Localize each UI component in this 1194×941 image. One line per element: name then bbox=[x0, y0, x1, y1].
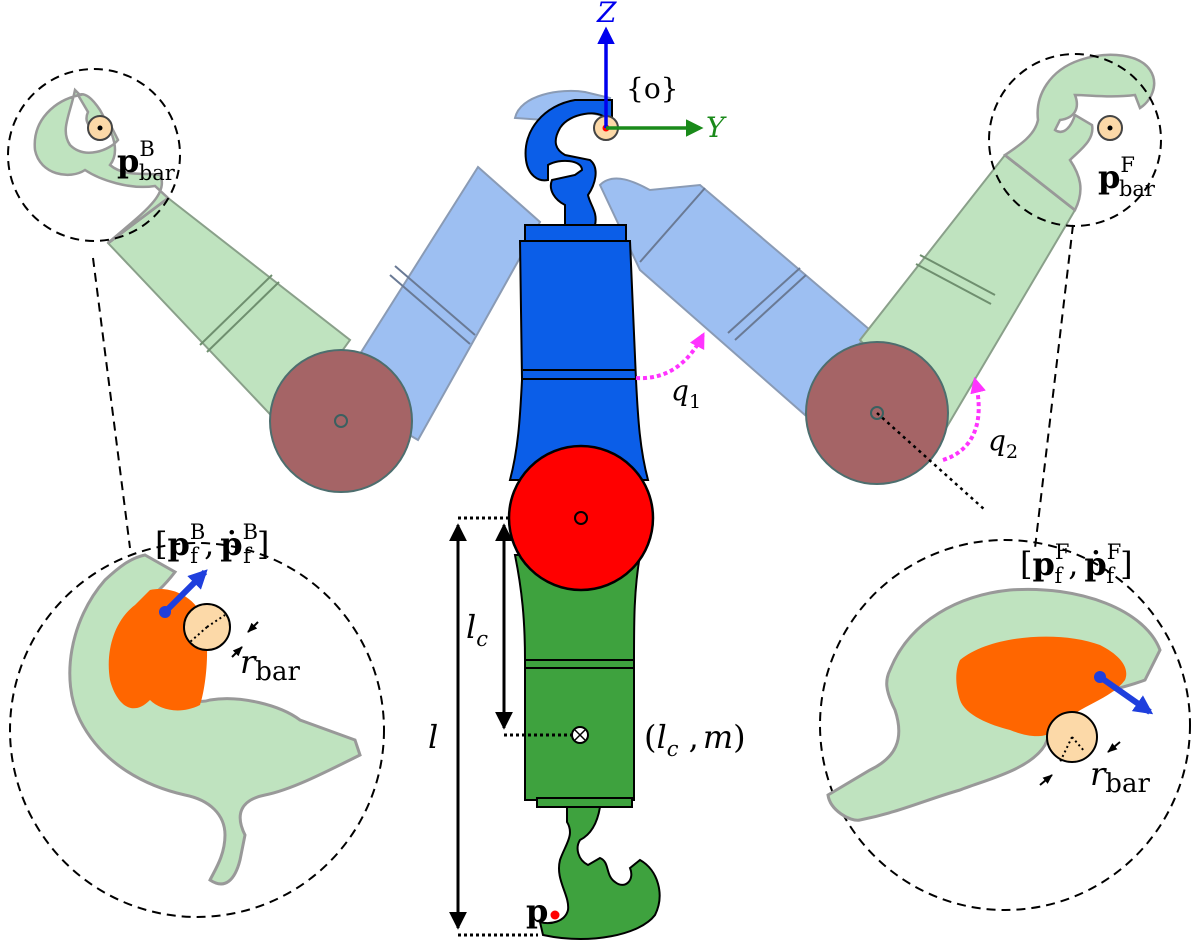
main-hip-joint bbox=[507, 444, 655, 592]
front-foot bbox=[1002, 53, 1156, 212]
front-robot bbox=[598, 53, 1156, 485]
end-point bbox=[550, 910, 560, 920]
lc-m-label: (lc , m) bbox=[644, 718, 746, 761]
q1-arrow bbox=[635, 332, 705, 381]
zoom-front-foot bbox=[826, 587, 1162, 822]
labels: Z Y {o} pB bar pF bar [pB f, ṗB f] [pF f, ṗF f] … bbox=[117, 0, 1156, 930]
lc-label: lc bbox=[466, 608, 488, 651]
frame-axes bbox=[593, 26, 704, 141]
pf-back-label: [pB f, ṗB f] bbox=[155, 520, 269, 568]
zoom-back-foot bbox=[68, 553, 362, 886]
main-lower-body bbox=[513, 554, 642, 801]
back-foot bbox=[33, 87, 170, 244]
y-axis-label: Y bbox=[706, 111, 727, 144]
back-robot bbox=[33, 87, 612, 493]
velocity-vector-front bbox=[1098, 674, 1154, 715]
main-upper-body bbox=[508, 240, 650, 481]
p-bar-back-label: pB bar bbox=[117, 137, 176, 185]
dimension-lines bbox=[449, 516, 572, 937]
main-foot bbox=[538, 806, 661, 940]
main-hip-hook bbox=[524, 99, 613, 226]
joint-angle-arrows bbox=[635, 332, 986, 462]
r-bar-back-label: rbar bbox=[240, 643, 300, 687]
q1-label: q1 bbox=[671, 374, 701, 413]
origin-frame-label: {o} bbox=[626, 72, 679, 105]
velocity-vector-back bbox=[162, 569, 208, 615]
q2-arrow bbox=[942, 376, 986, 462]
q2-label: q2 bbox=[988, 424, 1018, 463]
r-bar-front-label: rbar bbox=[1090, 755, 1150, 799]
l-label: l bbox=[428, 718, 438, 756]
z-axis-label: Z bbox=[596, 0, 617, 29]
zoom-callouts bbox=[7, 53, 1191, 918]
back-knee-joint bbox=[269, 349, 413, 493]
pf-front-label: [pF f, ṗF f] bbox=[1020, 540, 1133, 588]
main-robot bbox=[507, 99, 661, 940]
end-point-label: p bbox=[526, 892, 548, 930]
p-bar-front-label: pF bar bbox=[1098, 153, 1156, 201]
